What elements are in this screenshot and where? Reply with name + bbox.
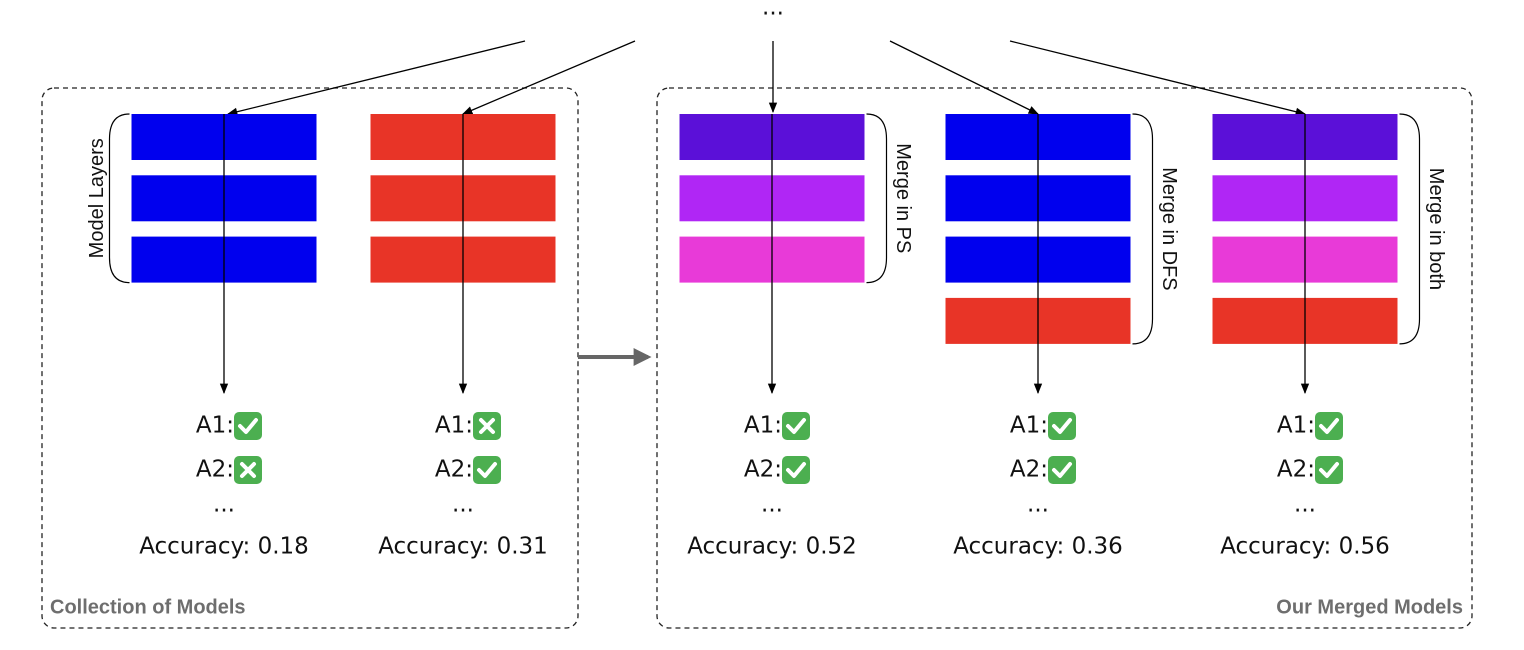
top-ellipsis: ... xyxy=(762,0,784,21)
check-icon xyxy=(1315,412,1343,440)
check-icon xyxy=(234,412,262,440)
icon-glyph xyxy=(1319,418,1339,434)
answer-label: A1: xyxy=(1010,413,1048,439)
arrow xyxy=(226,40,526,116)
ellipsis: ... xyxy=(452,492,474,518)
brace-label: Merge in DFS xyxy=(1158,167,1180,290)
brace-label: Merge in PS xyxy=(892,143,914,253)
arrow xyxy=(1009,40,1307,116)
ellipsis: ... xyxy=(1027,492,1049,518)
ellipsis: ... xyxy=(213,492,235,518)
brace xyxy=(866,113,888,284)
answer-label: A2: xyxy=(196,457,234,483)
icon-glyph xyxy=(786,418,806,434)
cross-icon xyxy=(234,456,262,484)
panel-label: Our Merged Models xyxy=(1276,596,1463,618)
check-icon xyxy=(1048,456,1076,484)
answer-label: A1: xyxy=(1277,413,1315,439)
answer-label: A1: xyxy=(744,413,782,439)
cross-icon xyxy=(473,412,501,440)
answer-label: A2: xyxy=(744,457,782,483)
check-icon xyxy=(1048,412,1076,440)
answer-label: A2: xyxy=(1277,457,1315,483)
accuracy: Accuracy: 0.18 xyxy=(139,534,309,560)
answer-label: A1: xyxy=(196,413,234,439)
icon-glyph xyxy=(240,462,256,478)
check-icon xyxy=(782,412,810,440)
ellipsis: ... xyxy=(761,492,783,518)
panel-box xyxy=(41,87,579,629)
accuracy: Accuracy: 0.56 xyxy=(1220,534,1390,560)
answer-label: A2: xyxy=(435,457,473,483)
icon-glyph xyxy=(238,418,258,434)
brace-label: Merge in both xyxy=(1425,168,1447,290)
accuracy: Accuracy: 0.31 xyxy=(378,534,548,560)
check-icon xyxy=(782,456,810,484)
brace-label: Model Layers xyxy=(86,138,108,258)
icon-glyph xyxy=(786,462,806,478)
panel-box xyxy=(656,87,1473,629)
check-icon xyxy=(1315,456,1343,484)
icon-glyph xyxy=(479,418,495,434)
icon-glyph xyxy=(1052,462,1072,478)
input-arrows xyxy=(226,40,1307,116)
panel-label: Collection of Models xyxy=(50,596,246,618)
icon-glyph xyxy=(1319,462,1339,478)
answer-label: A1: xyxy=(435,413,473,439)
arrow xyxy=(462,40,636,115)
accuracy: Accuracy: 0.52 xyxy=(687,534,857,560)
icon-glyph xyxy=(477,462,497,478)
ellipsis: ... xyxy=(1294,492,1316,518)
brace xyxy=(1399,113,1421,345)
icon-glyph xyxy=(1052,418,1072,434)
brace xyxy=(1132,113,1154,345)
brace xyxy=(108,113,130,284)
answer-label: A2: xyxy=(1010,457,1048,483)
accuracy: Accuracy: 0.36 xyxy=(953,534,1123,560)
check-icon xyxy=(473,456,501,484)
arrow xyxy=(889,40,1039,115)
